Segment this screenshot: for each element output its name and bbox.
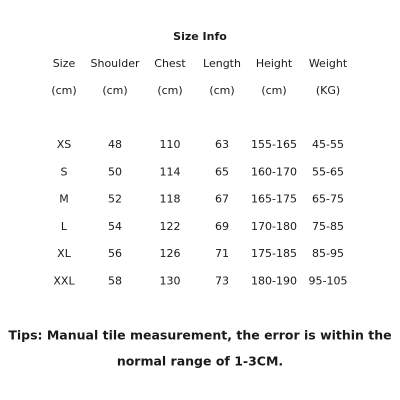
table-cell: S: [61, 165, 68, 178]
table-cell: 118: [160, 193, 181, 206]
table-cell: 122: [160, 220, 181, 233]
header-cell: Chest: [154, 57, 186, 70]
table-cell: 73: [215, 275, 229, 288]
header-cell: Height: [256, 57, 293, 70]
table-cell: 130: [160, 275, 181, 288]
header-cell: Shoulder: [91, 57, 140, 70]
tips-line: Tips: Manual tile measurement, the error…: [8, 328, 391, 343]
table-cell: 69: [215, 220, 229, 233]
unit-cell: (KG): [316, 84, 340, 97]
unit-cell: (cm): [102, 84, 127, 97]
table-cell: 110: [160, 138, 181, 151]
table-cell: 160-170: [251, 165, 297, 178]
table-cell: XL: [57, 247, 72, 260]
table-cell: 45-55: [312, 138, 344, 151]
table-cell: 67: [215, 193, 229, 206]
header-cell: Size: [53, 57, 76, 70]
table-cell: 95-105: [309, 275, 348, 288]
table-cell: 175-185: [251, 247, 297, 260]
header-cell: Weight: [309, 57, 348, 70]
table-cell: 170-180: [251, 220, 297, 233]
table-cell: 50: [108, 165, 122, 178]
table-cell: 58: [108, 275, 122, 288]
table-cell: 71: [215, 247, 229, 260]
table-cell: L: [61, 220, 68, 233]
table-cell: 180-190: [251, 275, 297, 288]
table-cell: 65: [215, 165, 229, 178]
table-cell: M: [59, 193, 69, 206]
table-cell: 165-175: [251, 193, 297, 206]
unit-cell: (cm): [209, 84, 234, 97]
table-cell: 75-85: [312, 220, 344, 233]
table-cell: 126: [160, 247, 181, 260]
table-cell: 155-165: [251, 138, 297, 151]
unit-cell: (cm): [51, 84, 76, 97]
table-cell: XXL: [53, 275, 75, 288]
unit-cell: (cm): [157, 84, 182, 97]
header-cell: Length: [203, 57, 241, 70]
table-cell: 52: [108, 193, 122, 206]
table-cell: 55-65: [312, 165, 344, 178]
tips-line: normal range of 1-3CM.: [117, 354, 283, 369]
unit-cell: (cm): [261, 84, 286, 97]
table-cell: 54: [108, 220, 122, 233]
table-cell: XS: [57, 138, 72, 151]
table-cell: 63: [215, 138, 229, 151]
table-cell: 114: [160, 165, 181, 178]
table-cell: 56: [108, 247, 122, 260]
title: Size Info: [173, 30, 227, 43]
table-cell: 48: [108, 138, 122, 151]
table-cell: 65-75: [312, 193, 344, 206]
table-cell: 85-95: [312, 247, 344, 260]
